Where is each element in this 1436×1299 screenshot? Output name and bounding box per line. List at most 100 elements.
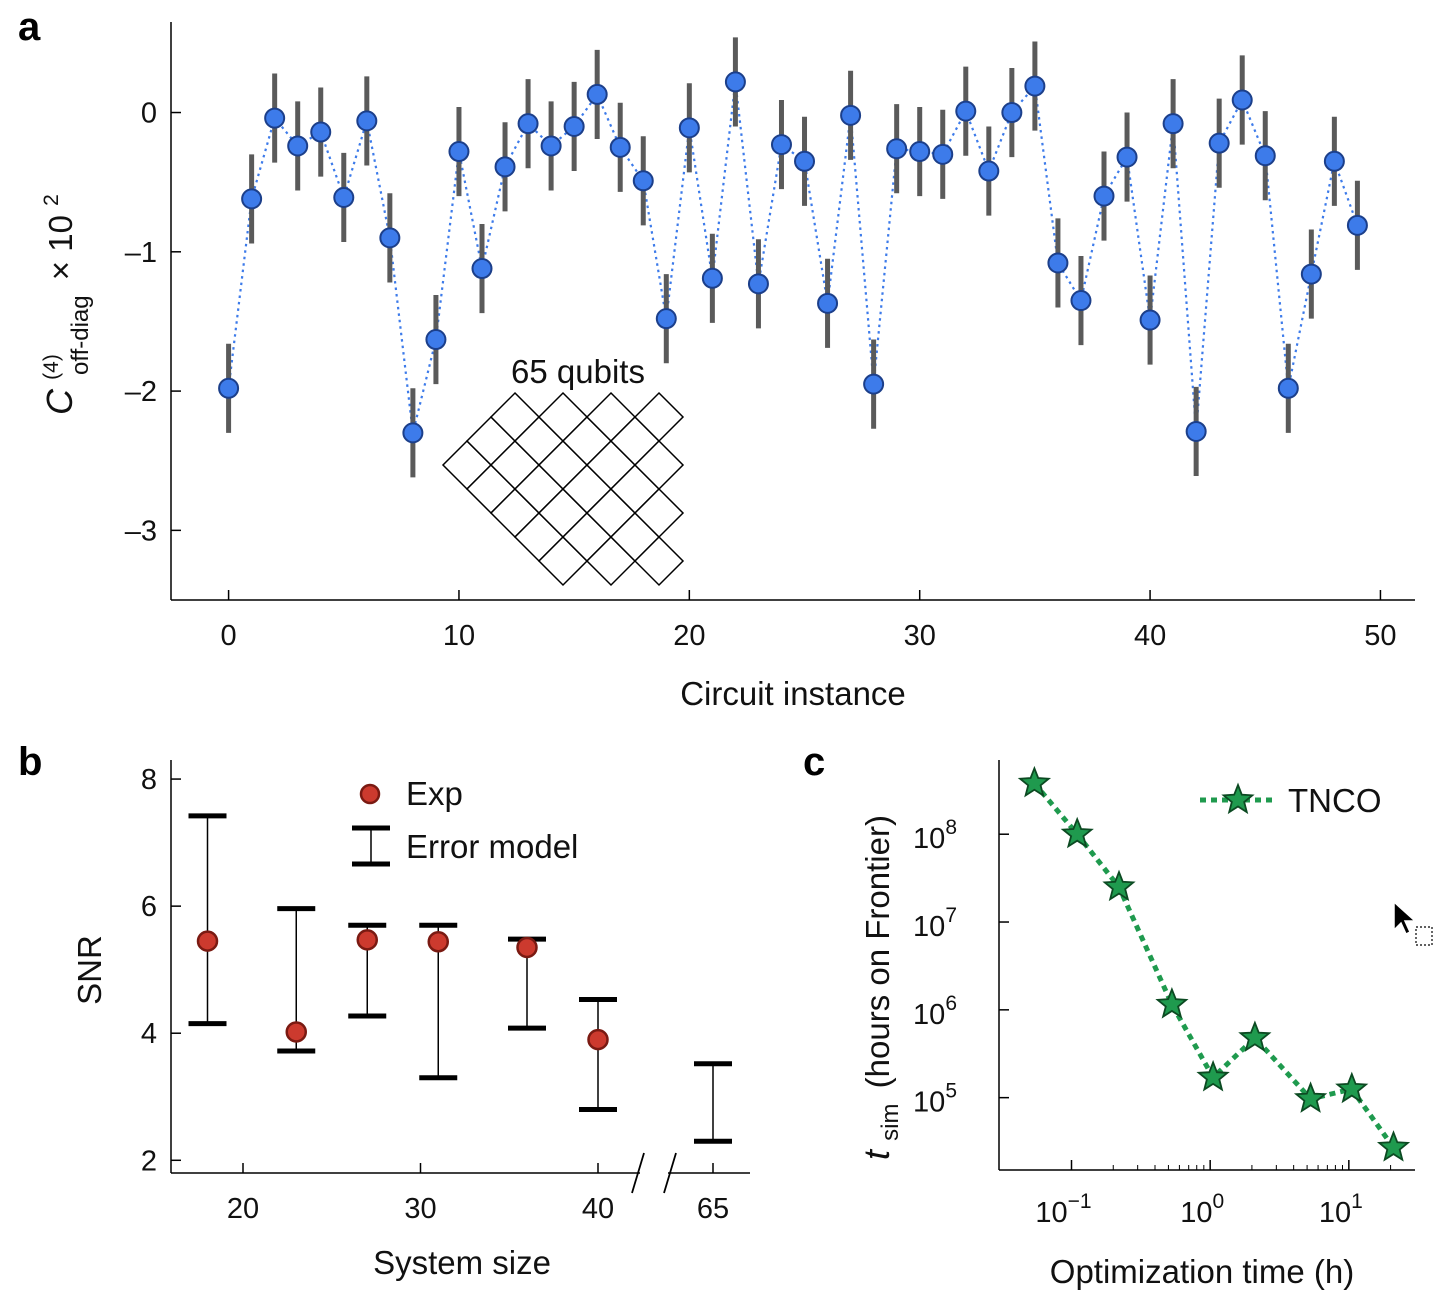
panel-a-x-axis-label: Circuit instance: [680, 675, 906, 712]
data-point: [655, 308, 677, 330]
data-point: [517, 113, 539, 135]
y-tick-label: 108: [913, 816, 957, 855]
data-point: [310, 121, 332, 143]
svg-text:t sim (hours o: t sim (hours on Frontier): [856, 815, 905, 1160]
data-point: [540, 135, 562, 157]
data-point: [609, 136, 631, 158]
data-point: [356, 110, 378, 132]
x-tick-label: 0: [221, 620, 237, 652]
legend-exp-marker: [359, 783, 381, 805]
data-point: [379, 227, 401, 249]
y-tick-label: 6: [141, 891, 157, 923]
panel-a-y-axis-label: C (4) off-diag × 10 2: [28, 194, 95, 415]
x-tick-label: 30: [904, 620, 936, 652]
panel-b-y-axis-label: SNR: [71, 935, 108, 1005]
data-point: [218, 377, 240, 399]
data-point: [471, 258, 493, 280]
inset-label: 65 qubits: [511, 353, 645, 390]
data-point: [978, 160, 1000, 182]
data-point: [770, 134, 792, 156]
legend-tnco-star: [1221, 782, 1255, 815]
data-point: [1300, 263, 1322, 285]
tnco-star-point: [1102, 869, 1136, 902]
data-point: [333, 186, 355, 208]
data-point: [955, 100, 977, 122]
tnco-star-point: [1060, 816, 1094, 849]
exp-point: [516, 936, 538, 959]
exp-point: [356, 929, 378, 951]
exp-point: [196, 930, 219, 952]
data-point: [1001, 102, 1023, 124]
exp-point: [587, 1028, 609, 1051]
data-point: [1231, 89, 1253, 111]
data-point: [932, 143, 954, 165]
data-point: [1070, 290, 1092, 312]
y-tick-label: 106: [913, 992, 957, 1031]
panel-c-x-axis-label: Optimization time (h): [1050, 1253, 1354, 1290]
panel-a-chart: 0 10 20 30 40 50 0 –1 –2 –3 65 qubits Circuit ins…: [28, 22, 1415, 712]
data-point: [448, 141, 470, 163]
x-tick-label: 100: [1180, 1190, 1224, 1229]
tnco-star-point: [1196, 1059, 1230, 1092]
data-point: [264, 107, 286, 129]
y-tick-label: –1: [125, 237, 157, 269]
panel-c-legend: TNCO: [1200, 782, 1382, 819]
qubit-cell: [633, 535, 685, 587]
qubit-grid-inset: 65 qubits: [441, 353, 685, 587]
data-point: [1254, 145, 1276, 167]
exp-point: [285, 1021, 307, 1043]
data-point: [909, 141, 931, 163]
tnco-star-point: [1238, 1020, 1272, 1053]
data-point: [701, 267, 723, 289]
y-tick-label: 107: [913, 904, 957, 943]
panel-c-y-axis-label: t sim (hours on Frontier): [856, 815, 905, 1160]
x-tick-label: 20: [673, 620, 705, 652]
svg-text:C (4) off-diag: C (4) off-diag × 10 2: [28, 194, 95, 415]
y-tick-label: –3: [125, 515, 157, 547]
y-tick-label: 8: [141, 764, 157, 796]
exp-point: [427, 930, 449, 953]
data-point: [1093, 185, 1115, 207]
tnco-star-point: [1335, 1071, 1369, 1104]
data-point: [402, 422, 424, 444]
data-point: [1323, 150, 1345, 172]
panel-c-letter: c: [803, 740, 825, 784]
panel-b-chart: 2 4 6 8 20 30 40 65 Exp Error model System size…: [71, 760, 750, 1281]
tnco-star-point: [1376, 1130, 1411, 1162]
x-tick-label: 20: [227, 1193, 259, 1225]
mouse-cursor-icon: [1393, 900, 1433, 946]
x-tick-label: 50: [1364, 620, 1396, 652]
data-point: [632, 170, 654, 192]
panel-b-x-axis-label: System size: [373, 1244, 551, 1281]
data-point: [678, 117, 700, 139]
tnco-star-point: [1155, 987, 1189, 1019]
panel-b-legend: Exp Error model: [352, 775, 578, 867]
data-point: [1162, 113, 1184, 135]
data-point: [817, 292, 839, 314]
x-tick-label: 40: [1134, 620, 1166, 652]
data-point: [863, 373, 885, 395]
data-point: [287, 135, 309, 157]
panel-b-letter: b: [18, 740, 42, 784]
legend-tnco-label: TNCO: [1288, 782, 1382, 819]
data-point: [794, 150, 816, 172]
legend-exp-label: Exp: [406, 775, 463, 812]
y-tick-label: 0: [141, 98, 157, 130]
y-tick-label: 4: [141, 1018, 157, 1050]
x-tick-label: 10: [443, 620, 475, 652]
data-point: [724, 71, 746, 93]
data-point: [586, 83, 608, 105]
data-point: [563, 115, 585, 137]
data-point: [1277, 377, 1299, 399]
data-point: [425, 329, 447, 351]
data-point: [1116, 146, 1138, 168]
panel-c-series-line: [1032, 781, 1396, 1150]
y-tick-label: –2: [125, 376, 157, 408]
y-tick-label: 2: [141, 1145, 157, 1177]
data-point: [1024, 75, 1046, 97]
data-point: [886, 138, 908, 160]
data-point: [1139, 309, 1161, 331]
data-point: [494, 156, 516, 178]
axis-break-mark-right: [663, 1152, 677, 1194]
